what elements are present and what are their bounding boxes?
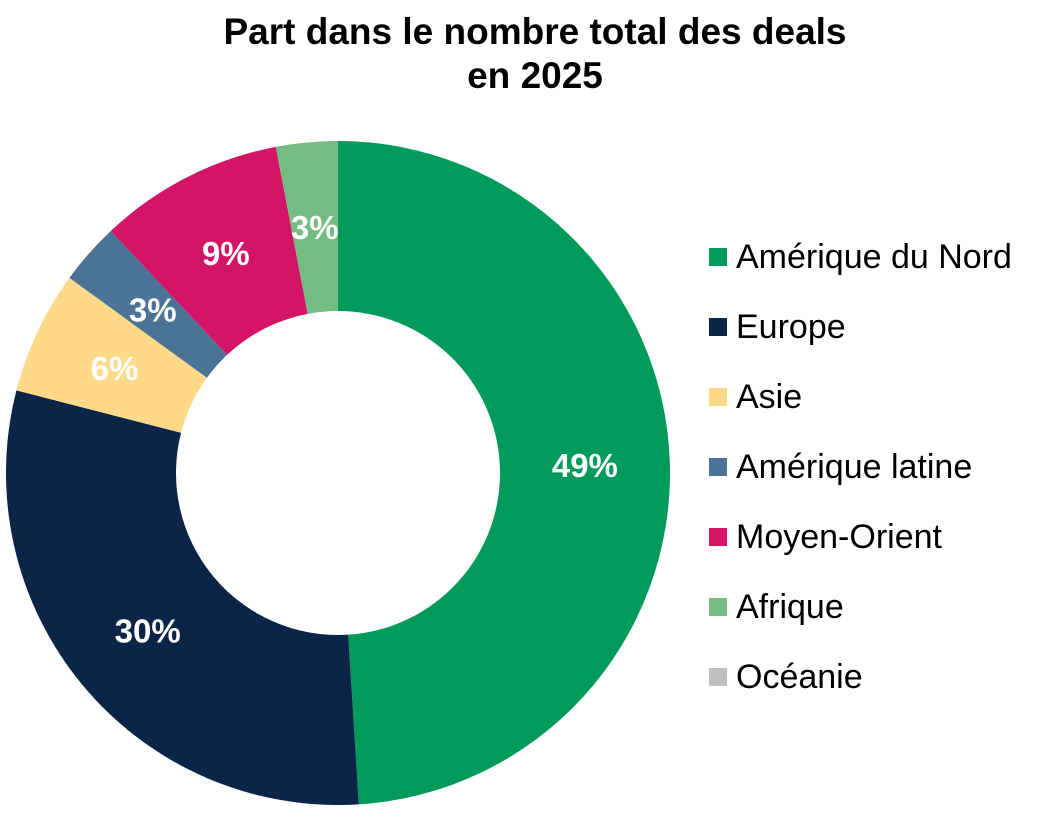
slice-moyen-orient [110, 146, 308, 355]
slice-am-rique-latine [69, 230, 228, 378]
data-label: 3% [129, 292, 177, 329]
legend-label: Afrique [736, 588, 844, 626]
legend-label: Océanie [736, 658, 863, 696]
title-line-2: en 2025 [467, 55, 603, 96]
legend-item: Océanie [709, 642, 1012, 712]
title-line-1: Part dans le nombre total des deals [223, 11, 847, 52]
legend: Amérique du Nord Europe Asie Amérique latin… [709, 222, 1012, 712]
legend-item: Europe [709, 292, 1012, 362]
legend-item: Afrique [709, 572, 1012, 642]
legend-item: Moyen-Orient [709, 502, 1012, 572]
legend-label: Amérique du Nord [736, 238, 1012, 276]
data-label: 6% [91, 350, 139, 387]
data-label: 9% [202, 235, 250, 272]
donut-chart: 49% 30% 6% 3% 9% 3% [6, 141, 670, 805]
slice-asie [16, 277, 207, 433]
slice-am-rique-du-nord [338, 141, 670, 805]
legend-label: Europe [736, 308, 846, 346]
legend-swatch [709, 318, 727, 336]
slice-europe [6, 390, 359, 805]
legend-item: Asie [709, 362, 1012, 432]
slice-afrique [275, 141, 338, 314]
legend-label: Moyen-Orient [736, 518, 942, 556]
data-label: 30% [115, 612, 181, 649]
legend-swatch [709, 528, 727, 546]
legend-swatch [709, 668, 727, 686]
data-label: 49% [552, 447, 618, 484]
legend-label: Asie [736, 378, 803, 416]
chart-title: Part dans le nombre total des deals en 2… [0, 10, 1042, 98]
legend-swatch [709, 388, 727, 406]
legend-label: Amérique latine [736, 448, 973, 486]
data-label: 3% [291, 209, 339, 246]
legend-swatch [709, 248, 727, 266]
legend-swatch [709, 598, 727, 616]
legend-item: Amérique latine [709, 432, 1012, 502]
legend-swatch [709, 458, 727, 476]
legend-item: Amérique du Nord [709, 222, 1012, 292]
